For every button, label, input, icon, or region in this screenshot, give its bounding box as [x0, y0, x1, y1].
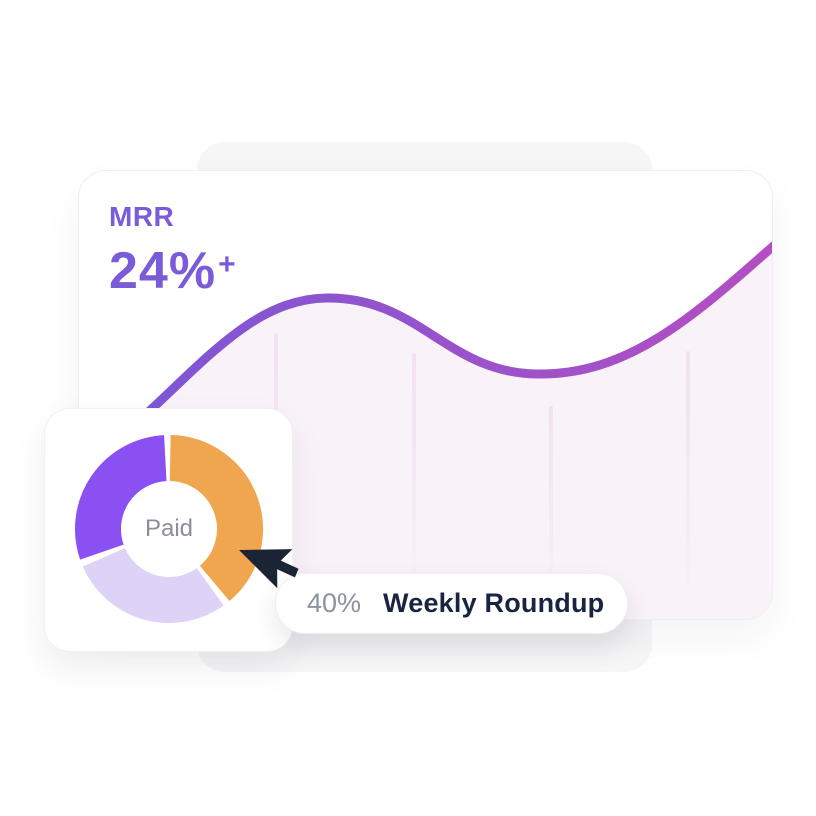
chart-gridline-2 — [412, 353, 416, 601]
donut-segment-paid — [168, 435, 263, 601]
mrr-title: MRR — [109, 201, 175, 232]
mrr-value-row: 24%+ — [109, 241, 236, 301]
donut-chart — [75, 435, 263, 623]
donut-segment-segment-2 — [82, 547, 224, 623]
mrr-header: MRR 24%+ — [109, 201, 236, 301]
mrr-value: 24% — [109, 242, 217, 300]
chart-gridline-4 — [686, 351, 690, 601]
weekly-roundup-badge[interactable]: 40% Weekly Roundup — [275, 573, 628, 634]
donut-segment-segment-3 — [75, 435, 168, 560]
badge-label: Weekly Roundup — [383, 588, 605, 618]
donut-center-label: Paid — [144, 515, 194, 542]
badge-percent: 40% — [307, 588, 362, 618]
donut-chart-wrap: Paid — [74, 434, 264, 624]
mrr-trend-line — [79, 241, 772, 475]
mrr-value-suffix: + — [218, 248, 236, 281]
donut-card: Paid — [44, 408, 293, 652]
chart-gridline-3 — [549, 406, 553, 601]
